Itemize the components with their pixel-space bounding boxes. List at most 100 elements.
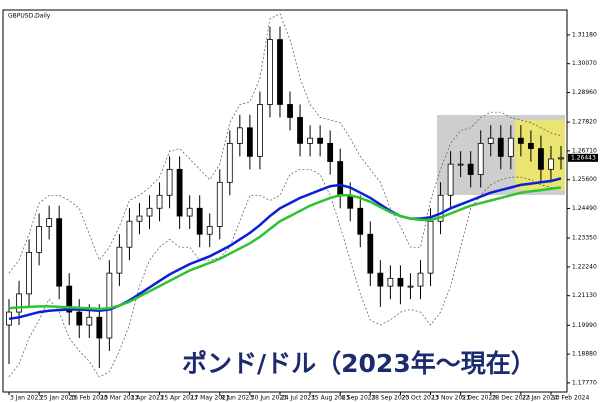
candle-body [136,215,143,222]
price-label: 1.26443 [571,154,596,161]
candle-body [46,218,53,227]
x-tick-label: 13 Feb 2024 [552,395,590,402]
candle-body [176,168,183,217]
candle-body [186,207,193,217]
candle-body [236,127,243,144]
candle-body [357,207,364,235]
candle-body [507,137,514,157]
candle-body [146,207,153,217]
candle-body [277,39,283,105]
candle-body [257,104,263,157]
candle-body [397,277,404,287]
candle-body [66,285,73,313]
annotation-bg [175,347,560,381]
candle-body [287,104,293,118]
moving-average [8,186,562,311]
x-tick-label: 13 Nov 2023 [432,395,471,402]
band-line [8,13,562,274]
candle-body [387,277,394,287]
candle-body [116,246,123,274]
candle-body [457,163,464,166]
x-tick-label: 24 Jul 2023 [281,395,315,402]
chart-title: GBPUSD,Daily [8,13,51,20]
candle-body [497,137,504,157]
candle-body [106,272,113,339]
plot [6,13,564,378]
price-tag [568,153,598,162]
x-tick-label: 17 May 2023 [191,395,230,402]
candle-body [477,142,484,175]
y-tick-label: 1.17770 [572,379,597,386]
candle-body [407,285,414,288]
x-tick-label: 3 Apr 2023 [130,395,163,402]
candle-body [126,220,133,248]
candle-body [377,272,384,287]
candle-body [297,117,303,144]
candle-body [26,251,32,295]
candle-body [36,226,43,253]
x-tick-label: 6 Sep 2023 [341,395,375,402]
y-tick-label: 1.28960 [572,89,597,96]
y-tick-label: 1.30070 [572,60,597,67]
candle-body [327,142,334,162]
candle-body [548,158,554,170]
candle-body [517,137,524,144]
candle-body [538,148,544,170]
candle-body [467,163,474,175]
x-tick-label: 5 Dec 2023 [462,395,497,402]
candle-body [527,142,534,149]
candle-body [427,220,434,274]
candle-body [246,127,253,157]
x-tick-label: 25 Apr 2023 [161,395,198,402]
x-tick-label: 15 Aug 2023 [311,395,350,402]
y-tick-label: 1.26710 [572,147,597,154]
y-tick-label: 1.31180 [572,31,597,38]
plot-frame [2,9,568,393]
candle-body [76,311,83,326]
candle-body [267,39,273,105]
y-tick-label: 1.18880 [572,351,597,358]
y-tick-label: 1.21130 [572,292,597,299]
candle-body [196,207,203,235]
candle-body [337,161,344,196]
x-tick-label: 30 Jun 2023 [251,395,287,402]
candle-body [216,181,223,227]
x-tick-label: 28 Sep 2023 [371,395,409,402]
y-tick-label: 1.25600 [572,176,597,183]
candle-body [156,194,163,209]
candle-body [56,218,63,287]
x-tick-label: 25 Jan 2023 [40,395,76,402]
candle-body [417,272,424,287]
y-tick-label: 1.23350 [572,235,597,242]
candle-body [367,233,374,274]
moving-average [8,177,562,321]
candle-body [96,316,103,339]
candle-body [487,137,494,144]
y-tick-label: 1.24490 [572,205,597,212]
x-tick-label: 8 Jun 2023 [221,395,253,402]
candle-body [206,226,213,235]
y-tick-label: 1.22240 [572,263,597,270]
candle-body [166,168,173,196]
x-tick-label: 3 Jan 2023 [10,395,42,402]
candle-body [226,142,233,183]
candle-body [447,163,454,196]
candle-body [307,137,313,144]
candle-body [86,316,93,326]
candle-body [317,137,324,144]
x-tick-label: 10 Mar 2023 [100,395,138,402]
x-tick-label: 28 Dec 2023 [492,395,531,402]
y-tick-label: 1.19990 [572,322,597,329]
candle-body [437,194,444,222]
y-tick-label: 1.27820 [572,119,597,126]
x-tick-label: 20 Oct 2023 [401,395,438,402]
candle-body [16,293,22,313]
x-tick-label: 16 Feb 2023 [70,395,108,402]
x-tick-label: 22 Jan 2024 [522,395,558,402]
candle-body [558,157,564,160]
candle-body [347,194,354,209]
annotation: ポンド/ドル（2023年～現在） [182,349,536,378]
